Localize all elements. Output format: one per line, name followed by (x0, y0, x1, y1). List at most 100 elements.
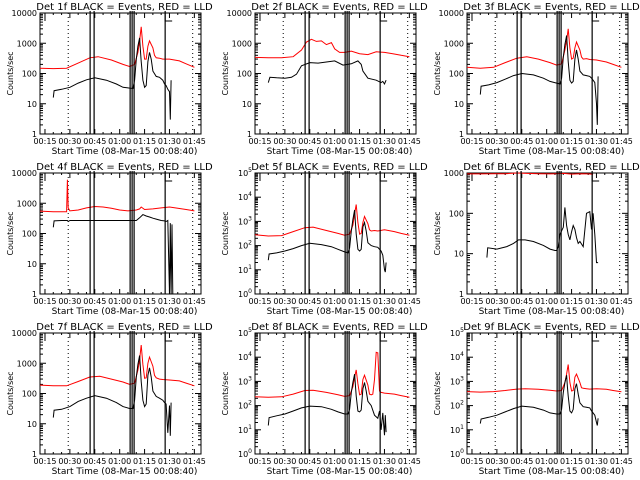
x-tick-label: 00:15 (248, 457, 271, 466)
x-tick-label: 00:15 (248, 137, 271, 146)
x-tick-label: 01:30 (585, 457, 608, 466)
events-series-line (267, 209, 387, 273)
title-bracket-right (591, 13, 600, 22)
y-tick-label: 102 (238, 240, 252, 251)
lld-series-line (466, 28, 622, 69)
y-axis-label: Counts/sec (433, 51, 442, 95)
title-bracket-left (259, 172, 267, 181)
events-series-line (267, 60, 387, 86)
panel-title: Det 9f BLACK = Events, RED = LLD (463, 322, 640, 333)
x-tick-label: 01:30 (585, 137, 608, 146)
title-bracket-right (164, 13, 173, 22)
y-tick-label: 105 (238, 327, 252, 338)
panel-title: Det 5f BLACK = Events, RED = LLD (251, 162, 428, 173)
y-tick-label: 1 (247, 130, 252, 139)
x-tick-label: 01:15 (348, 457, 371, 466)
x-tick-label: 01:30 (158, 137, 181, 146)
x-tick-label: 00:45 (83, 297, 106, 306)
x-tick-label: 01:15 (348, 137, 371, 146)
x-tick-label: 00:30 (58, 297, 81, 306)
y-axis-label: Counts/sec (6, 211, 15, 255)
x-axis-label: Start Time (08-Mar-15 00:08:40) (479, 147, 625, 157)
x-tick-label: 01:30 (373, 297, 396, 306)
lld-series-line (39, 26, 195, 70)
x-axis-label: Start Time (08-Mar-15 00:08:40) (267, 147, 413, 157)
y-tick-label: 1000 (232, 39, 252, 48)
panel-title: Det 6f BLACK = Events, RED = LLD (463, 162, 640, 173)
x-tick-label: 00:30 (485, 137, 508, 146)
lld-series-line (39, 179, 195, 213)
x-tick-label: 01:00 (108, 137, 131, 146)
title-bracket-right (379, 173, 388, 182)
title-bracket-left (471, 12, 479, 21)
x-tick-label: 01:00 (535, 457, 558, 466)
y-tick-label: 103 (238, 215, 252, 226)
title-bracket-right (379, 13, 388, 22)
x-tick-label: 00:30 (273, 457, 296, 466)
y-tick-label: 102 (238, 400, 252, 411)
x-tick-label: 00:30 (58, 457, 81, 466)
x-tick-label: 01:45 (183, 297, 206, 306)
x-tick-label: 01:45 (610, 137, 633, 146)
y-tick-label: 10000 (12, 9, 37, 18)
panel-title: Det 7f BLACK = Events, RED = LLD (36, 322, 213, 333)
y-tick-label: 103 (450, 375, 464, 386)
y-tick-label: 103 (238, 375, 252, 386)
x-axis-label: Start Time (08-Mar-15 00:08:40) (52, 307, 198, 317)
panel-det-4f: Det 4f BLACK = Events, RED = LLD 1 10 100 10… (6, 162, 213, 317)
y-tick-label: 100 (238, 448, 252, 459)
y-tick-label: 1000 (444, 169, 464, 178)
x-tick-label: 00:15 (33, 457, 56, 466)
x-tick-label: 01:45 (183, 137, 206, 146)
x-tick-label: 00:30 (58, 137, 81, 146)
x-tick-label: 01:30 (373, 457, 396, 466)
y-tick-label: 1 (32, 130, 37, 139)
x-tick-label: 01:15 (348, 297, 371, 306)
title-bracket-right (379, 333, 388, 342)
y-tick-label: 100 (449, 70, 464, 79)
x-tick-label: 01:00 (323, 297, 346, 306)
y-tick-label: 101 (238, 424, 252, 435)
lld-series-line (39, 344, 195, 387)
x-tick-label: 01:45 (398, 137, 421, 146)
y-tick-label: 100 (450, 448, 464, 459)
y-tick-label: 100 (449, 209, 464, 218)
events-series-line (479, 35, 599, 125)
title-bracket-left (471, 332, 479, 341)
y-tick-label: 10 (454, 100, 464, 109)
y-tick-label: 10000 (12, 329, 37, 338)
events-series-line (52, 214, 174, 295)
panel-det-3f: Det 3f BLACK = Events, RED = LLD 1 10 100 10… (433, 2, 640, 157)
x-tick-label: 01:15 (560, 297, 583, 306)
x-tick-label: 01:00 (535, 137, 558, 146)
y-tick-label: 101 (450, 424, 464, 435)
title-bracket-left (259, 332, 267, 341)
lld-series-line (467, 172, 594, 175)
panel-title: Det 2f BLACK = Events, RED = LLD (251, 2, 428, 13)
x-axis-label: Start Time (08-Mar-15 00:08:40) (52, 467, 198, 477)
panel-title: Det 4f BLACK = Events, RED = LLD (36, 162, 213, 173)
x-tick-label: 01:45 (398, 297, 421, 306)
x-tick-label: 00:45 (510, 137, 533, 146)
y-tick-label: 1 (459, 290, 464, 299)
x-tick-label: 01:00 (108, 457, 131, 466)
x-tick-label: 01:45 (183, 457, 206, 466)
plot-frame (466, 12, 629, 135)
panel-det-6f: Det 6f BLACK = Events, RED = LLD 1 10 100 10… (433, 162, 640, 317)
panel-det-7f: Det 7f BLACK = Events, RED = LLD 1 10 100 10… (6, 322, 213, 477)
lld-series-line (466, 364, 622, 393)
y-tick-label: 1000 (17, 359, 37, 368)
x-tick-label: 01:30 (373, 137, 396, 146)
plot-frame (39, 12, 202, 135)
y-tick-label: 105 (238, 167, 252, 178)
y-tick-label: 100 (22, 70, 37, 79)
panel-title: Det 8f BLACK = Events, RED = LLD (251, 322, 428, 333)
x-tick-label: 01:15 (133, 457, 156, 466)
y-tick-label: 10000 (227, 9, 252, 18)
x-tick-label: 00:15 (248, 297, 271, 306)
plot-frame (254, 332, 417, 455)
x-tick-label: 01:30 (158, 457, 181, 466)
x-tick-label: 00:15 (460, 297, 483, 306)
x-tick-label: 01:00 (323, 137, 346, 146)
